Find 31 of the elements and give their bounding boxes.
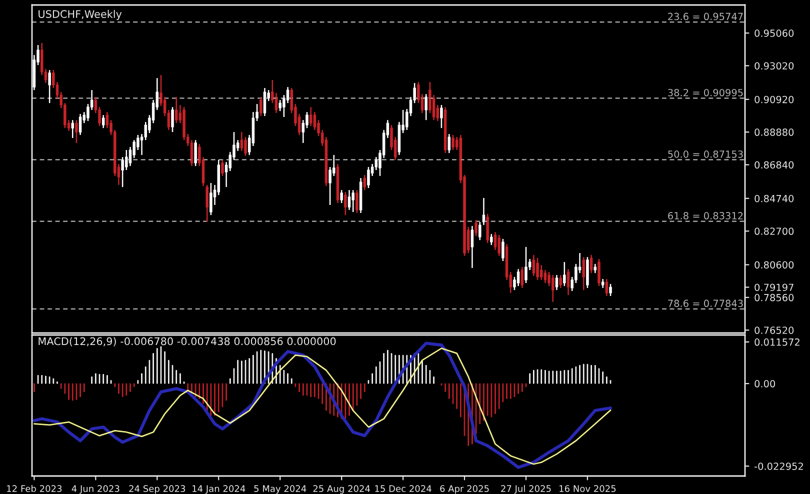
x-tick-label: 12 Feb 2023 xyxy=(7,485,62,492)
x-tick-label: 27 Jul 2025 xyxy=(501,485,551,494)
y-tick-label: 0.93020 xyxy=(754,62,794,70)
ref-line-label: 78.6 = 0.77843 xyxy=(668,300,743,308)
y-tick-label: 0.84740 xyxy=(754,194,794,202)
x-tick-label: 5 May 2024 xyxy=(254,485,306,494)
y-tick-label: 0.76520 xyxy=(754,326,794,334)
x-tick-label: 6 Apr 2025 xyxy=(440,485,489,494)
ref-line-label: 38.2 = 0.90995 xyxy=(668,88,743,96)
x-tick-label: 24 Sep 2023 xyxy=(129,485,186,494)
y-tick-label: 0.78560 xyxy=(754,294,794,302)
y-tick-label: 0.011572 xyxy=(754,338,800,346)
y-tick-label: 0.82700 xyxy=(754,228,794,235)
y-tick-label: 0.80600 xyxy=(754,261,794,269)
chart-title: MACD(12,26,9) -0.006780 -0.007438 0.000856 0.000000 xyxy=(38,337,336,346)
y-tick-label: 0.79197 xyxy=(754,284,794,292)
ref-line-label: 61.8 = 0.83312 xyxy=(668,212,743,220)
y-tick-label: 0.86840 xyxy=(754,161,794,169)
x-tick-label: 4 Jun 2023 xyxy=(72,485,120,494)
y-tick-label: 0.95060 xyxy=(754,30,794,37)
x-tick-label: 16 Nov 2025 xyxy=(560,485,616,492)
y-tick-label: -0.022952 xyxy=(754,462,803,470)
y-tick-label: 0.90920 xyxy=(754,96,794,104)
ref-line-label: 23.6 = 0.95747 xyxy=(668,12,743,20)
x-tick-label: 14 Jan 2024 xyxy=(192,485,246,494)
x-tick-label: 15 Dec 2024 xyxy=(375,485,432,492)
chart-title: USDCHF,Weekly xyxy=(38,10,122,20)
y-tick-label: 0.88880 xyxy=(754,128,794,136)
x-tick-label: 25 Aug 2024 xyxy=(313,485,370,494)
y-tick-label: 0.00 xyxy=(754,380,776,388)
ref-line-label: 50.0 = 0.87153 xyxy=(668,150,743,158)
